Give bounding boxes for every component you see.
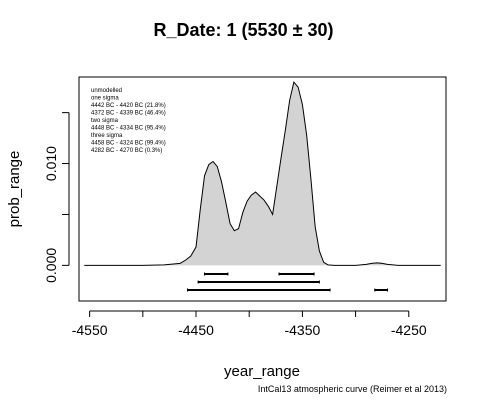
y-axis-label: prob_range [6,151,23,228]
density-line [84,80,441,266]
calibration-credit: IntCal13 atmospheric curve (Reimer et al… [257,384,447,394]
x-tick-label: -4250 [391,322,427,338]
legend-line: 4282 BC - 4270 BC (0.3%) [91,148,162,154]
x-tick-label: -4350 [284,322,320,338]
legend-line: 4448 BC - 4334 BC (95.4%) [91,126,166,132]
chart-title: R_Date: 1 (5530 ± 30) [153,20,334,40]
plot-frame [78,76,447,302]
legend-line: unmodelled [91,88,122,94]
y-tick-label: 0.010 [43,146,59,181]
legend-line: one sigma [91,96,119,102]
legend-line: 4458 BC - 4324 BC (99.4%) [91,141,166,147]
x-tick-label: -4550 [72,322,108,338]
x-axis-label: year_range [224,363,300,380]
legend-line: 4442 BC - 4420 BC (21.8%) [91,103,166,109]
legend-line: 4372 BC - 4339 BC (46.4%) [91,111,166,117]
legend-line: two sigma [91,118,119,124]
x-tick-label: -4450 [178,322,214,338]
y-tick-label: 0.000 [43,248,59,283]
legend-line: three sigma [91,133,123,139]
density-area [84,82,441,266]
